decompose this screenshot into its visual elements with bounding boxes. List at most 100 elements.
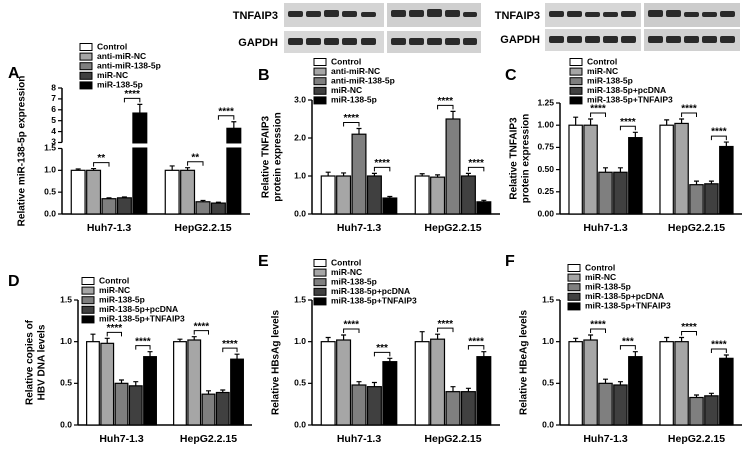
error-bar: [603, 378, 608, 384]
blot-label: TNFAIP3: [495, 10, 540, 22]
y-axis-label: Relative HBsAg levels: [271, 310, 282, 415]
x-tick-label: HepG2.2.15: [424, 433, 481, 445]
bar: [201, 393, 216, 426]
error-bar: [106, 197, 112, 199]
x-tick-label: Huh7-1.3: [99, 433, 144, 445]
legend-label: anti-miR-NC: [331, 66, 380, 76]
error-bar: [481, 351, 487, 357]
error-bar: [419, 331, 425, 342]
bar: [568, 124, 583, 215]
error-bar: [708, 180, 714, 184]
legend-label: miR-NC: [331, 85, 362, 95]
significance-bracket: [343, 122, 360, 127]
legend-swatch: [313, 86, 327, 95]
error-bar: [419, 173, 425, 176]
bar: [173, 341, 187, 426]
error-bar: [450, 110, 456, 119]
y-tick-label: 0.00: [537, 208, 554, 218]
significance-label: ****: [222, 339, 238, 350]
y-tick-label: 0.0: [542, 419, 554, 429]
bar: [689, 396, 704, 426]
legend-swatch: [79, 81, 93, 90]
bar: [476, 356, 492, 426]
x-tick-label: HepG2.2.15: [180, 433, 237, 445]
significance-label: ****: [438, 319, 454, 330]
significance-label: ****: [374, 158, 390, 169]
significance-bracket: [437, 327, 454, 333]
significance-bracket: [135, 345, 151, 350]
significance-label: ****: [590, 104, 606, 115]
legend-swatch: [313, 58, 327, 66]
bar: [704, 183, 719, 215]
y-tick-label: 1.5: [60, 294, 72, 304]
error-bar: [325, 171, 331, 176]
significance-bracket: [93, 162, 110, 167]
bar: [460, 175, 476, 215]
legend-swatch: [567, 292, 581, 301]
significance-bracket: [710, 135, 727, 141]
legend-label: miR-NC: [331, 267, 362, 277]
significance-label: ****: [468, 336, 484, 347]
bar: [114, 382, 129, 426]
error-bar: [75, 168, 81, 171]
y-axis-label: Relative TNFAIP3: [261, 115, 272, 198]
bar: [598, 382, 613, 426]
bar: [366, 175, 382, 215]
significance-bracket: [467, 166, 485, 172]
bar: [460, 391, 476, 426]
error-bar: [341, 334, 347, 340]
x-tick-label: Huh7-1.3: [87, 222, 132, 234]
bar: [86, 341, 100, 426]
x-tick-label: Huh7-1.3: [337, 433, 382, 445]
significance-label: ****: [344, 113, 360, 124]
error-bar: [664, 336, 670, 342]
significance-label: ****: [194, 321, 210, 332]
bar: [674, 122, 689, 215]
significance-label: ****: [711, 340, 727, 351]
legend-label: miR-138-5p+TNFAIP3: [585, 301, 671, 311]
bar: [568, 341, 583, 426]
legend-label: Control: [331, 257, 361, 267]
error-bar: [387, 357, 393, 362]
y-tick-label: 3.0: [294, 94, 306, 104]
error-bar: [325, 336, 331, 342]
bar: [613, 171, 628, 215]
legend-label: anti-miR-138-5p: [97, 60, 161, 70]
bar: [320, 341, 336, 426]
error-bar: [723, 354, 729, 359]
panel-letter: B: [258, 67, 270, 84]
y-tick-label: 2.0: [294, 132, 306, 142]
y-axis-label: protein expression: [521, 114, 532, 203]
y-tick-label: 1.0: [44, 165, 56, 175]
y-tick-label: 1.5: [542, 294, 554, 304]
error-bar: [371, 381, 377, 387]
significance-label: ****: [620, 117, 636, 128]
legend-swatch: [569, 58, 583, 66]
legend-swatch: [313, 96, 327, 105]
significance-bracket: [710, 348, 727, 353]
legend-swatch: [313, 278, 327, 287]
y-tick-label: 0.5: [60, 378, 72, 388]
significance-bracket: [373, 166, 391, 172]
error-bar: [679, 118, 685, 124]
bar: [195, 201, 211, 215]
blot-label: TNFAIP3: [233, 10, 278, 22]
legend-label: miR-138-5p: [97, 80, 143, 90]
legend-swatch: [569, 96, 583, 105]
error-bar: [231, 121, 237, 129]
axis-break: [63, 143, 251, 148]
bar: [719, 357, 734, 426]
legend-swatch: [313, 287, 327, 296]
x-tick-label: HepG2.2.15: [668, 222, 725, 234]
legend-label: miR-138-5p+pcDNA: [587, 85, 666, 95]
error-bar: [119, 379, 124, 384]
y-tick-label: 1.0: [294, 170, 306, 180]
y-tick-label: 1.5: [294, 294, 306, 304]
significance-bracket: [193, 330, 209, 335]
error-bar: [371, 172, 377, 176]
y-tick-label: 7: [51, 93, 56, 103]
error-bar: [679, 336, 685, 342]
significance-label: ****: [218, 106, 234, 117]
legend-swatch: [81, 286, 95, 295]
